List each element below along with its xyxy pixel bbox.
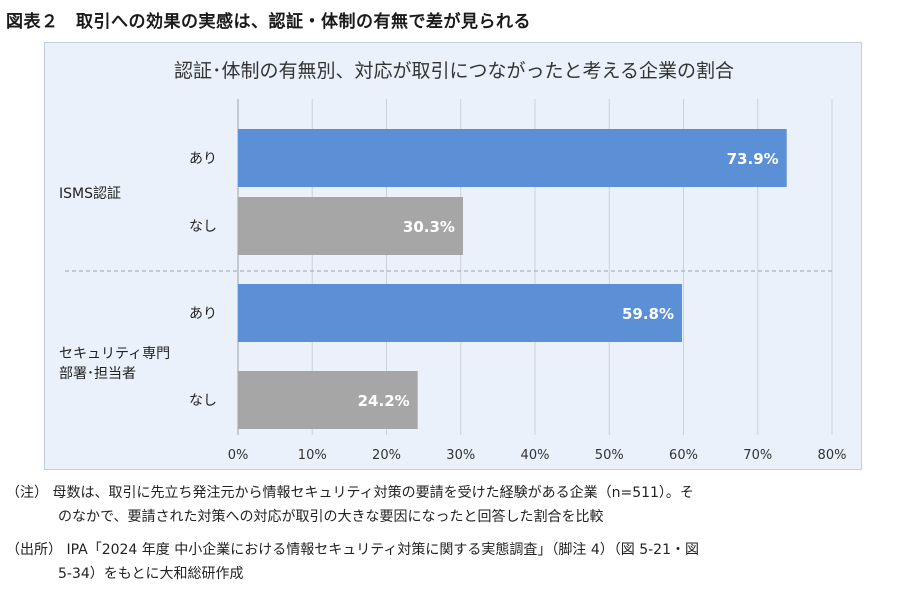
x-tick-label: 50% — [595, 448, 624, 463]
bar-chart: 認証･体制の有無別、対応が取引につながったと考える企業の割合 0% 10% 20% 30… — [59, 60, 847, 463]
source-line-1: （出所） IPA「2024 年度 中小企業における情報セキュリティ対策に関する実… — [6, 539, 699, 561]
bar — [238, 284, 683, 342]
chart-panel: 認証･体制の有無別、対応が取引につながったと考える企業の割合 0% 10% 20% 30… — [44, 42, 862, 470]
figure-title: 図表２ 取引への効果の実感は、認証・体制の有無で差が見られる — [6, 12, 531, 32]
source-text-2: 5-34）をもとに大和総研作成 — [58, 566, 244, 582]
category-label: あり — [189, 151, 217, 167]
data-label: 73.9% — [727, 150, 779, 168]
note-line-2: のなかで、要請された対策への対応が取引の大きな要因になったと回答した割合を比較 — [58, 506, 603, 528]
category-label: なし — [189, 393, 217, 409]
note-text-1: 母数は、取引に先立ち発注元から情報セキュリティ対策の要請を受けた経験がある企業（… — [52, 485, 694, 501]
bar — [238, 197, 463, 255]
chart-title: 認証･体制の有無別、対応が取引につながったと考える企業の割合 — [174, 60, 734, 82]
group-label: 部署･担当者 — [59, 366, 136, 382]
group-label: セキュリティ専門 — [59, 346, 170, 362]
x-tick-label: 80% — [818, 448, 847, 463]
category-label: あり — [189, 306, 217, 322]
x-tick-label: 10% — [298, 448, 327, 463]
data-label: 24.2% — [358, 392, 410, 410]
source-prefix: （出所） — [6, 542, 62, 558]
data-label: 30.3% — [403, 218, 455, 236]
note-text-2: のなかで、要請された対策への対応が取引の大きな要因になったと回答した割合を比較 — [58, 509, 604, 525]
note-prefix: （注） — [6, 485, 48, 501]
x-tick-label: 30% — [446, 448, 475, 463]
x-tick-label: 40% — [521, 448, 550, 463]
category-label: なし — [189, 219, 217, 235]
group-label: ISMS認証 — [59, 186, 121, 202]
note-line-1: （注） 母数は、取引に先立ち発注元から情報セキュリティ対策の要請を受けた経験があ… — [6, 482, 694, 504]
x-tick-label: 60% — [669, 448, 698, 463]
x-tick-label: 20% — [372, 448, 401, 463]
data-label: 59.8% — [622, 305, 674, 323]
x-tick-label: 70% — [743, 448, 772, 463]
x-tick-label: 0% — [228, 448, 249, 463]
source-text-1: IPA「2024 年度 中小企業における情報セキュリティ対策に関する実態調査」（… — [66, 542, 699, 558]
bar — [238, 129, 787, 187]
source-line-2: 5-34）をもとに大和総研作成 — [58, 563, 244, 585]
bar — [238, 371, 418, 429]
